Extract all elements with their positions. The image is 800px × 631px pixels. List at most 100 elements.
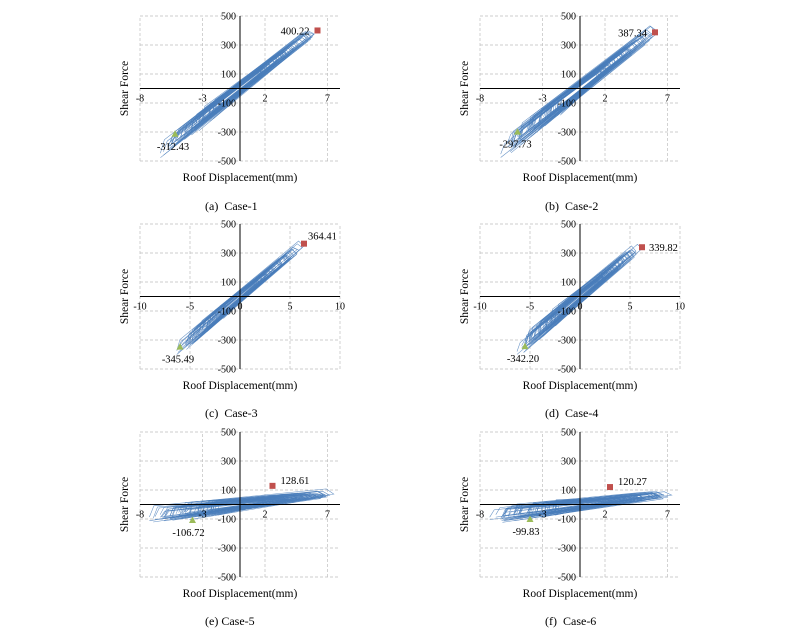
x-tick-label: -10 [473, 302, 486, 313]
chart-svg: -500 -300 -100 100 300 500 -8 -3 2 7 Roof Displace… [119, 12, 340, 184]
caption-a: (a) Case-1 [205, 199, 258, 213]
max-point-marker [301, 240, 307, 247]
hysteresis-loops [516, 244, 643, 355]
y-tick-label: 500 [561, 428, 576, 439]
max-point-marker [652, 29, 658, 36]
y-tick-label: -500 [218, 157, 236, 168]
max-point-label: 120.27 [618, 477, 647, 488]
hysteresis-loop [159, 490, 325, 518]
chart-panel-a: -500 -300 -100 100 300 500 -8 -3 2 7 Roof Displace… [100, 10, 420, 210]
x-tick-label: 7 [325, 94, 330, 105]
y-tick-label: -500 [218, 365, 236, 376]
hysteresis-loop [520, 48, 632, 146]
x-axis-title: Roof Displacement(mm) [183, 588, 298, 600]
y-tick-label: -100 [218, 515, 236, 526]
y-axis-title: Shear Force [119, 269, 131, 324]
max-point-marker [314, 27, 321, 34]
y-tick-label: -300 [558, 336, 576, 347]
x-axis-title: Roof Displacement(mm) [523, 172, 638, 184]
caption-f: (f) Case-6 [545, 614, 597, 628]
y-tick-label: -100 [218, 99, 236, 110]
y-tick-label: 300 [221, 249, 236, 260]
x-tick-label: 2 [263, 94, 268, 105]
x-tick-label: 2 [263, 510, 268, 521]
x-axis-title: Roof Displacement(mm) [523, 380, 638, 392]
y-tick-label: -100 [558, 307, 576, 318]
hysteresis-loop [516, 244, 643, 355]
max-point-marker [607, 484, 613, 491]
x-tick-label: 0 [578, 302, 583, 313]
hysteresis-loop [175, 33, 307, 141]
y-tick-label: -100 [558, 515, 576, 526]
x-tick-label: -3 [198, 510, 206, 521]
x-axis-title: Roof Displacement(mm) [183, 380, 298, 392]
min-point-label: -99.83 [512, 527, 539, 538]
hysteresis-loops [160, 30, 315, 158]
x-tick-label: 5 [628, 302, 633, 313]
hysteresis-loops [500, 25, 658, 158]
y-tick-label: 500 [221, 12, 236, 23]
min-point-label: -106.72 [172, 528, 204, 539]
x-tick-label: -5 [186, 302, 194, 313]
y-tick-label: 300 [221, 41, 236, 52]
min-point-marker [514, 128, 521, 135]
hysteresis-loop [152, 491, 327, 523]
x-tick-label: -3 [538, 510, 546, 521]
min-point-marker [176, 343, 184, 350]
y-tick-label: 300 [561, 41, 576, 52]
y-tick-label: 500 [561, 220, 576, 231]
hysteresis-loop [512, 32, 654, 147]
x-tick-label: 10 [335, 302, 345, 313]
caption-b: (b) Case-2 [545, 199, 599, 213]
x-tick-label: -5 [526, 302, 534, 313]
hysteresis-loop [503, 492, 663, 522]
y-tick-label: 300 [221, 457, 236, 468]
y-tick-label: -100 [218, 307, 236, 318]
hysteresis-loop [176, 240, 305, 355]
chart-svg: -500 -300 -100 100 300 500 -10 -5 0 5 10 Roof Displ… [459, 220, 685, 393]
hysteresis-loop [186, 248, 297, 350]
min-point-marker [521, 342, 529, 350]
y-tick-label: -300 [558, 544, 576, 555]
hysteresis-loop [187, 249, 298, 347]
hysteresis-loop [500, 35, 650, 158]
caption-e: (e) Case-5 [205, 614, 255, 628]
hysteresis-loop [149, 488, 335, 521]
caption-d: (d) Case-4 [545, 406, 599, 420]
hysteresis-loop [180, 248, 300, 349]
hysteresis-loop [520, 42, 638, 137]
y-tick-label: -100 [558, 99, 576, 110]
y-tick-label: 300 [561, 249, 576, 260]
chart-svg: -500 -300 -100 100 300 500 -8 -3 2 7 Roof Displace… [459, 12, 680, 184]
x-tick-label: 7 [325, 510, 330, 521]
y-tick-label: -300 [218, 544, 236, 555]
min-point-label: -342.20 [507, 354, 539, 365]
min-point-label: -312.43 [157, 142, 189, 153]
x-tick-label: -3 [198, 94, 206, 105]
hysteresis-loop [523, 251, 635, 353]
x-tick-label: 5 [288, 302, 293, 313]
y-tick-label: 100 [221, 278, 236, 289]
y-tick-label: 300 [561, 457, 576, 468]
min-point-label: -345.49 [162, 355, 194, 366]
hysteresis-loop [171, 30, 315, 145]
chart-panel-e: -500 -300 -100 100 300 500 -8 -3 2 7 Roof Displace… [100, 426, 420, 626]
hysteresis-loop [502, 493, 664, 523]
min-point-marker [189, 516, 196, 523]
y-tick-label: -300 [218, 128, 236, 139]
y-tick-label: 100 [221, 486, 236, 497]
hysteresis-loop [511, 29, 653, 146]
y-tick-label: -500 [218, 573, 236, 584]
y-tick-label: 500 [561, 12, 576, 23]
min-point-label: -297.73 [499, 140, 531, 151]
chart-panel-f: -500 -300 -100 100 300 500 -8 -3 2 7 Roof Displace… [440, 426, 760, 626]
hysteresis-loop [506, 25, 657, 148]
hysteresis-loop [489, 491, 673, 520]
x-tick-label: -8 [476, 94, 484, 105]
x-tick-label: 7 [665, 94, 670, 105]
max-point-label: 364.41 [308, 232, 337, 243]
x-tick-label: 2 [603, 94, 608, 105]
y-axis-title: Shear Force [119, 477, 131, 532]
y-tick-label: -300 [558, 128, 576, 139]
x-axis-title: Roof Displacement(mm) [183, 172, 298, 184]
